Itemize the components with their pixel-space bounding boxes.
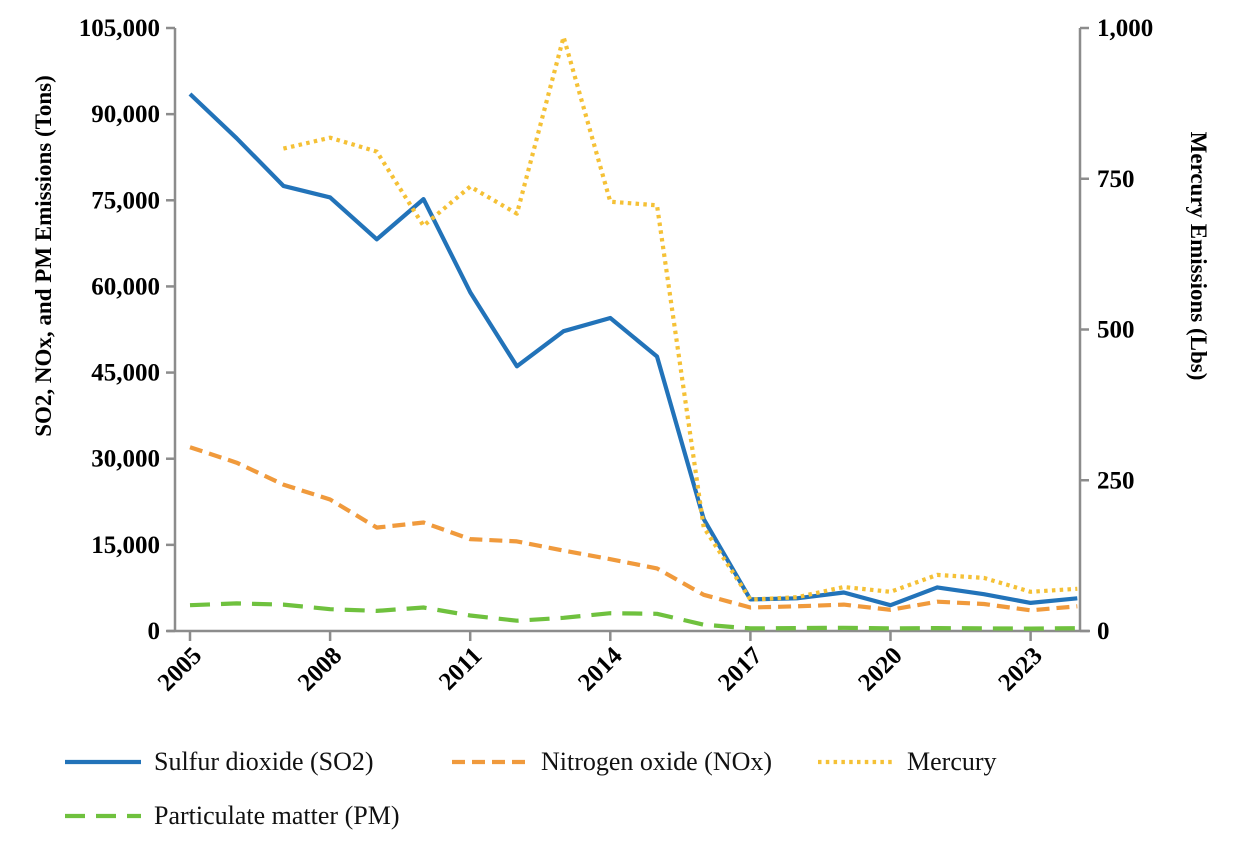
legend-line-sample-pm <box>65 813 141 819</box>
series-line-mercury <box>282 34 1078 602</box>
series-line-particulate-matter-pm <box>189 601 1078 631</box>
right-axis-tick-label: 750 <box>1097 166 1135 193</box>
left-axis-tick-label: 105,000 <box>79 15 160 42</box>
legend-label-particulate-matter: Particulate matter (PM) <box>154 801 400 830</box>
x-axis-tick-label: 2008 <box>293 642 347 696</box>
left-axis-tick-label: 75,000 <box>91 187 160 214</box>
legend-item-particulate-matter: Particulate matter (PM) <box>65 801 399 831</box>
legend-item-nitrogen-oxide: Nitrogen oxide (NOx) <box>452 747 772 777</box>
left-axis-tick-label: 90,000 <box>91 101 160 128</box>
right-axis-title: Mercury Emissions (Lbs) <box>1186 131 1211 381</box>
x-axis-tick-label: 2011 <box>434 642 487 695</box>
x-axis-tick-label: 2014 <box>573 642 628 697</box>
right-axis-tick-label: 1,000 <box>1097 15 1153 42</box>
plot-area: 0 15,000 30,000 45,000 60,000 75,000 90,000 105… <box>79 15 1154 697</box>
legend-line-sample-nox <box>452 759 528 765</box>
legend-line-sample-mercury <box>818 759 894 765</box>
legend-item-sulfur-dioxide: Sulfur dioxide (SO2) <box>65 747 374 777</box>
right-axis-tick-label: 500 <box>1097 317 1135 344</box>
series-line-nitrogen-oxide-nox <box>189 445 1078 613</box>
left-axis-title: SO2, NOx, and PM Emissions (Tons) <box>31 75 56 437</box>
x-axis-tick-label: 2020 <box>853 642 907 696</box>
series-line-sulfur-dioxide-so2 <box>188 92 1078 608</box>
right-axis-tick-label: 250 <box>1097 467 1135 494</box>
left-axis-tick-label: 0 <box>148 618 161 645</box>
left-axis-tick-label: 30,000 <box>91 446 160 473</box>
legend-label-mercury: Mercury <box>907 747 997 776</box>
legend-line-sample-so2 <box>65 759 141 765</box>
left-axis-tick-label: 45,000 <box>91 360 160 387</box>
x-axis-tick-label: 2023 <box>993 642 1047 696</box>
x-axis-tick-label: 2005 <box>153 642 207 696</box>
legend-label-nitrogen-oxide: Nitrogen oxide (NOx) <box>541 747 773 776</box>
legend-label-sulfur-dioxide: Sulfur dioxide (SO2) <box>154 747 374 776</box>
legend-item-mercury: Mercury <box>818 747 997 777</box>
left-axis-tick-label: 15,000 <box>91 532 160 559</box>
right-axis-tick-label: 0 <box>1097 618 1110 645</box>
left-axis-tick-label: 60,000 <box>91 273 160 300</box>
x-axis-tick-label: 2017 <box>713 642 767 696</box>
